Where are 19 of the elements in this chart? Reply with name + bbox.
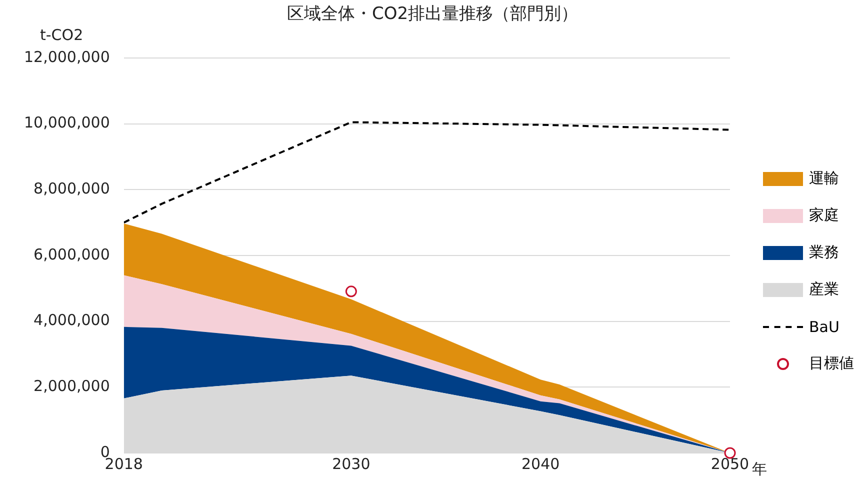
y-tick-label: 6,000,000 [34,245,110,264]
y-tick-label: 4,000,000 [34,311,110,330]
line-series [124,121,730,224]
legend-label: 家庭 [809,206,839,225]
y-tick-label: 8,000,000 [34,180,110,198]
y-axis-title: t-CO2 [40,26,84,44]
y-tick-label: 10,000,000 [24,114,110,132]
legend-label: 目標値 [809,354,854,373]
legend-label: 業務 [809,243,839,262]
x-tick-label: 2030 [332,454,370,473]
x-tick-label: 2050 [710,454,750,473]
legend-label: 運輸 [809,169,839,188]
legend-label: BaU [809,318,840,336]
x-axis-title: 年 [752,460,767,479]
chart-title: 区域全体・CO2排出量推移（部門別） [286,3,580,25]
x-tick-label: 2040 [521,454,560,473]
legend-label: 産業 [809,280,839,299]
y-tick-label: 2,000,000 [34,377,110,396]
y-tick-label: 12,000,000 [24,48,110,66]
